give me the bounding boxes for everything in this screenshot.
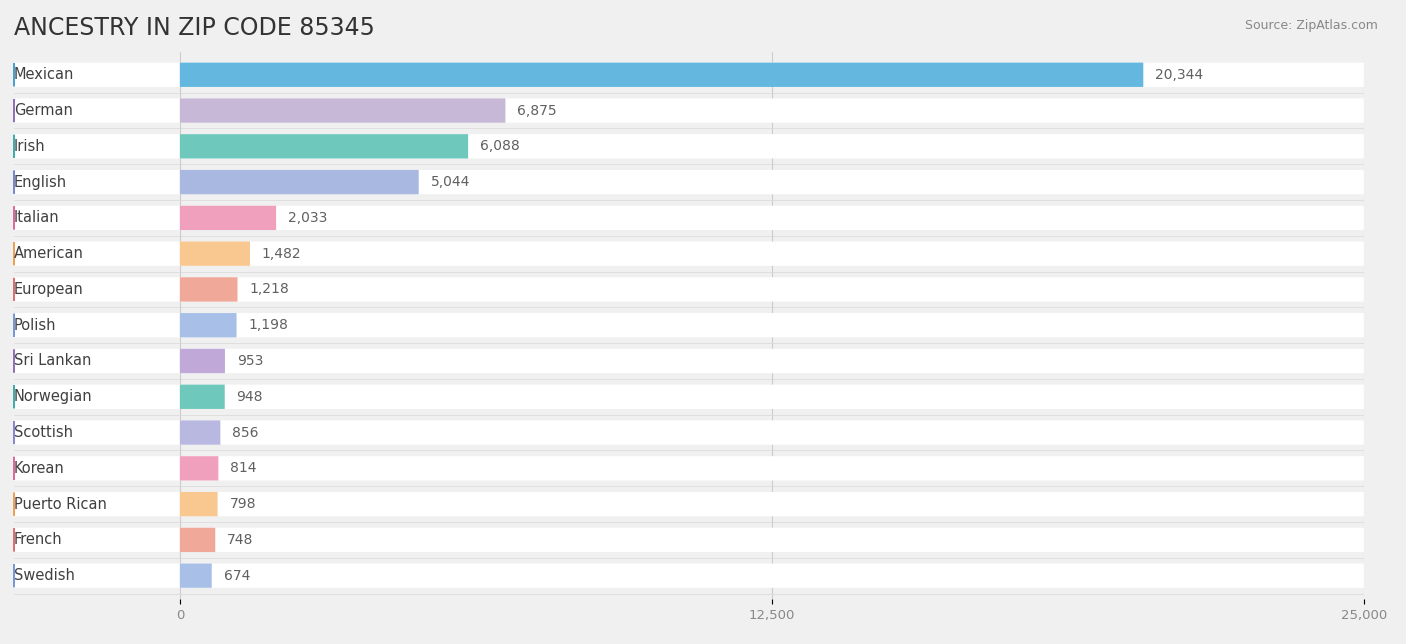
FancyBboxPatch shape <box>180 349 225 373</box>
Text: 814: 814 <box>231 461 257 475</box>
Text: Mexican: Mexican <box>14 67 75 82</box>
Text: 798: 798 <box>229 497 256 511</box>
FancyBboxPatch shape <box>180 313 236 337</box>
FancyBboxPatch shape <box>14 278 1364 301</box>
Text: 674: 674 <box>224 569 250 583</box>
FancyBboxPatch shape <box>180 242 250 266</box>
FancyBboxPatch shape <box>180 205 276 230</box>
FancyBboxPatch shape <box>14 492 1364 516</box>
Text: Puerto Rican: Puerto Rican <box>14 497 107 511</box>
FancyBboxPatch shape <box>180 278 238 301</box>
Text: Sri Lankan: Sri Lankan <box>14 354 91 368</box>
Text: 953: 953 <box>236 354 263 368</box>
FancyBboxPatch shape <box>180 456 218 480</box>
Text: Polish: Polish <box>14 317 56 333</box>
Text: European: European <box>14 282 84 297</box>
Text: 1,218: 1,218 <box>249 283 290 296</box>
Text: 948: 948 <box>236 390 263 404</box>
FancyBboxPatch shape <box>14 134 1364 158</box>
FancyBboxPatch shape <box>14 421 1364 445</box>
FancyBboxPatch shape <box>14 527 1364 552</box>
Text: English: English <box>14 175 67 189</box>
FancyBboxPatch shape <box>14 170 1364 194</box>
FancyBboxPatch shape <box>14 564 1364 588</box>
Text: 748: 748 <box>228 533 253 547</box>
FancyBboxPatch shape <box>180 421 221 445</box>
Text: 2,033: 2,033 <box>288 211 328 225</box>
FancyBboxPatch shape <box>14 384 1364 409</box>
FancyBboxPatch shape <box>14 313 1364 337</box>
FancyBboxPatch shape <box>180 384 225 409</box>
FancyBboxPatch shape <box>180 99 505 123</box>
FancyBboxPatch shape <box>180 492 218 516</box>
FancyBboxPatch shape <box>180 62 1143 87</box>
Text: 1,482: 1,482 <box>262 247 301 261</box>
Text: Korean: Korean <box>14 461 65 476</box>
FancyBboxPatch shape <box>14 62 1364 87</box>
Text: Source: ZipAtlas.com: Source: ZipAtlas.com <box>1244 19 1378 32</box>
Text: 6,875: 6,875 <box>517 104 557 118</box>
Text: 856: 856 <box>232 426 259 440</box>
FancyBboxPatch shape <box>180 170 419 194</box>
Text: German: German <box>14 103 73 118</box>
Text: 1,198: 1,198 <box>249 318 288 332</box>
Text: Italian: Italian <box>14 211 59 225</box>
Text: Scottish: Scottish <box>14 425 73 440</box>
Text: French: French <box>14 533 63 547</box>
Text: ANCESTRY IN ZIP CODE 85345: ANCESTRY IN ZIP CODE 85345 <box>14 16 375 40</box>
Text: American: American <box>14 246 84 261</box>
Text: 6,088: 6,088 <box>479 139 520 153</box>
Text: Norwegian: Norwegian <box>14 389 93 404</box>
FancyBboxPatch shape <box>14 456 1364 480</box>
Text: Irish: Irish <box>14 139 46 154</box>
FancyBboxPatch shape <box>180 527 215 552</box>
FancyBboxPatch shape <box>14 242 1364 266</box>
FancyBboxPatch shape <box>14 99 1364 123</box>
FancyBboxPatch shape <box>14 205 1364 230</box>
FancyBboxPatch shape <box>180 564 212 588</box>
Text: Swedish: Swedish <box>14 568 75 583</box>
Text: 20,344: 20,344 <box>1156 68 1204 82</box>
FancyBboxPatch shape <box>180 134 468 158</box>
Text: 5,044: 5,044 <box>430 175 470 189</box>
FancyBboxPatch shape <box>14 349 1364 373</box>
